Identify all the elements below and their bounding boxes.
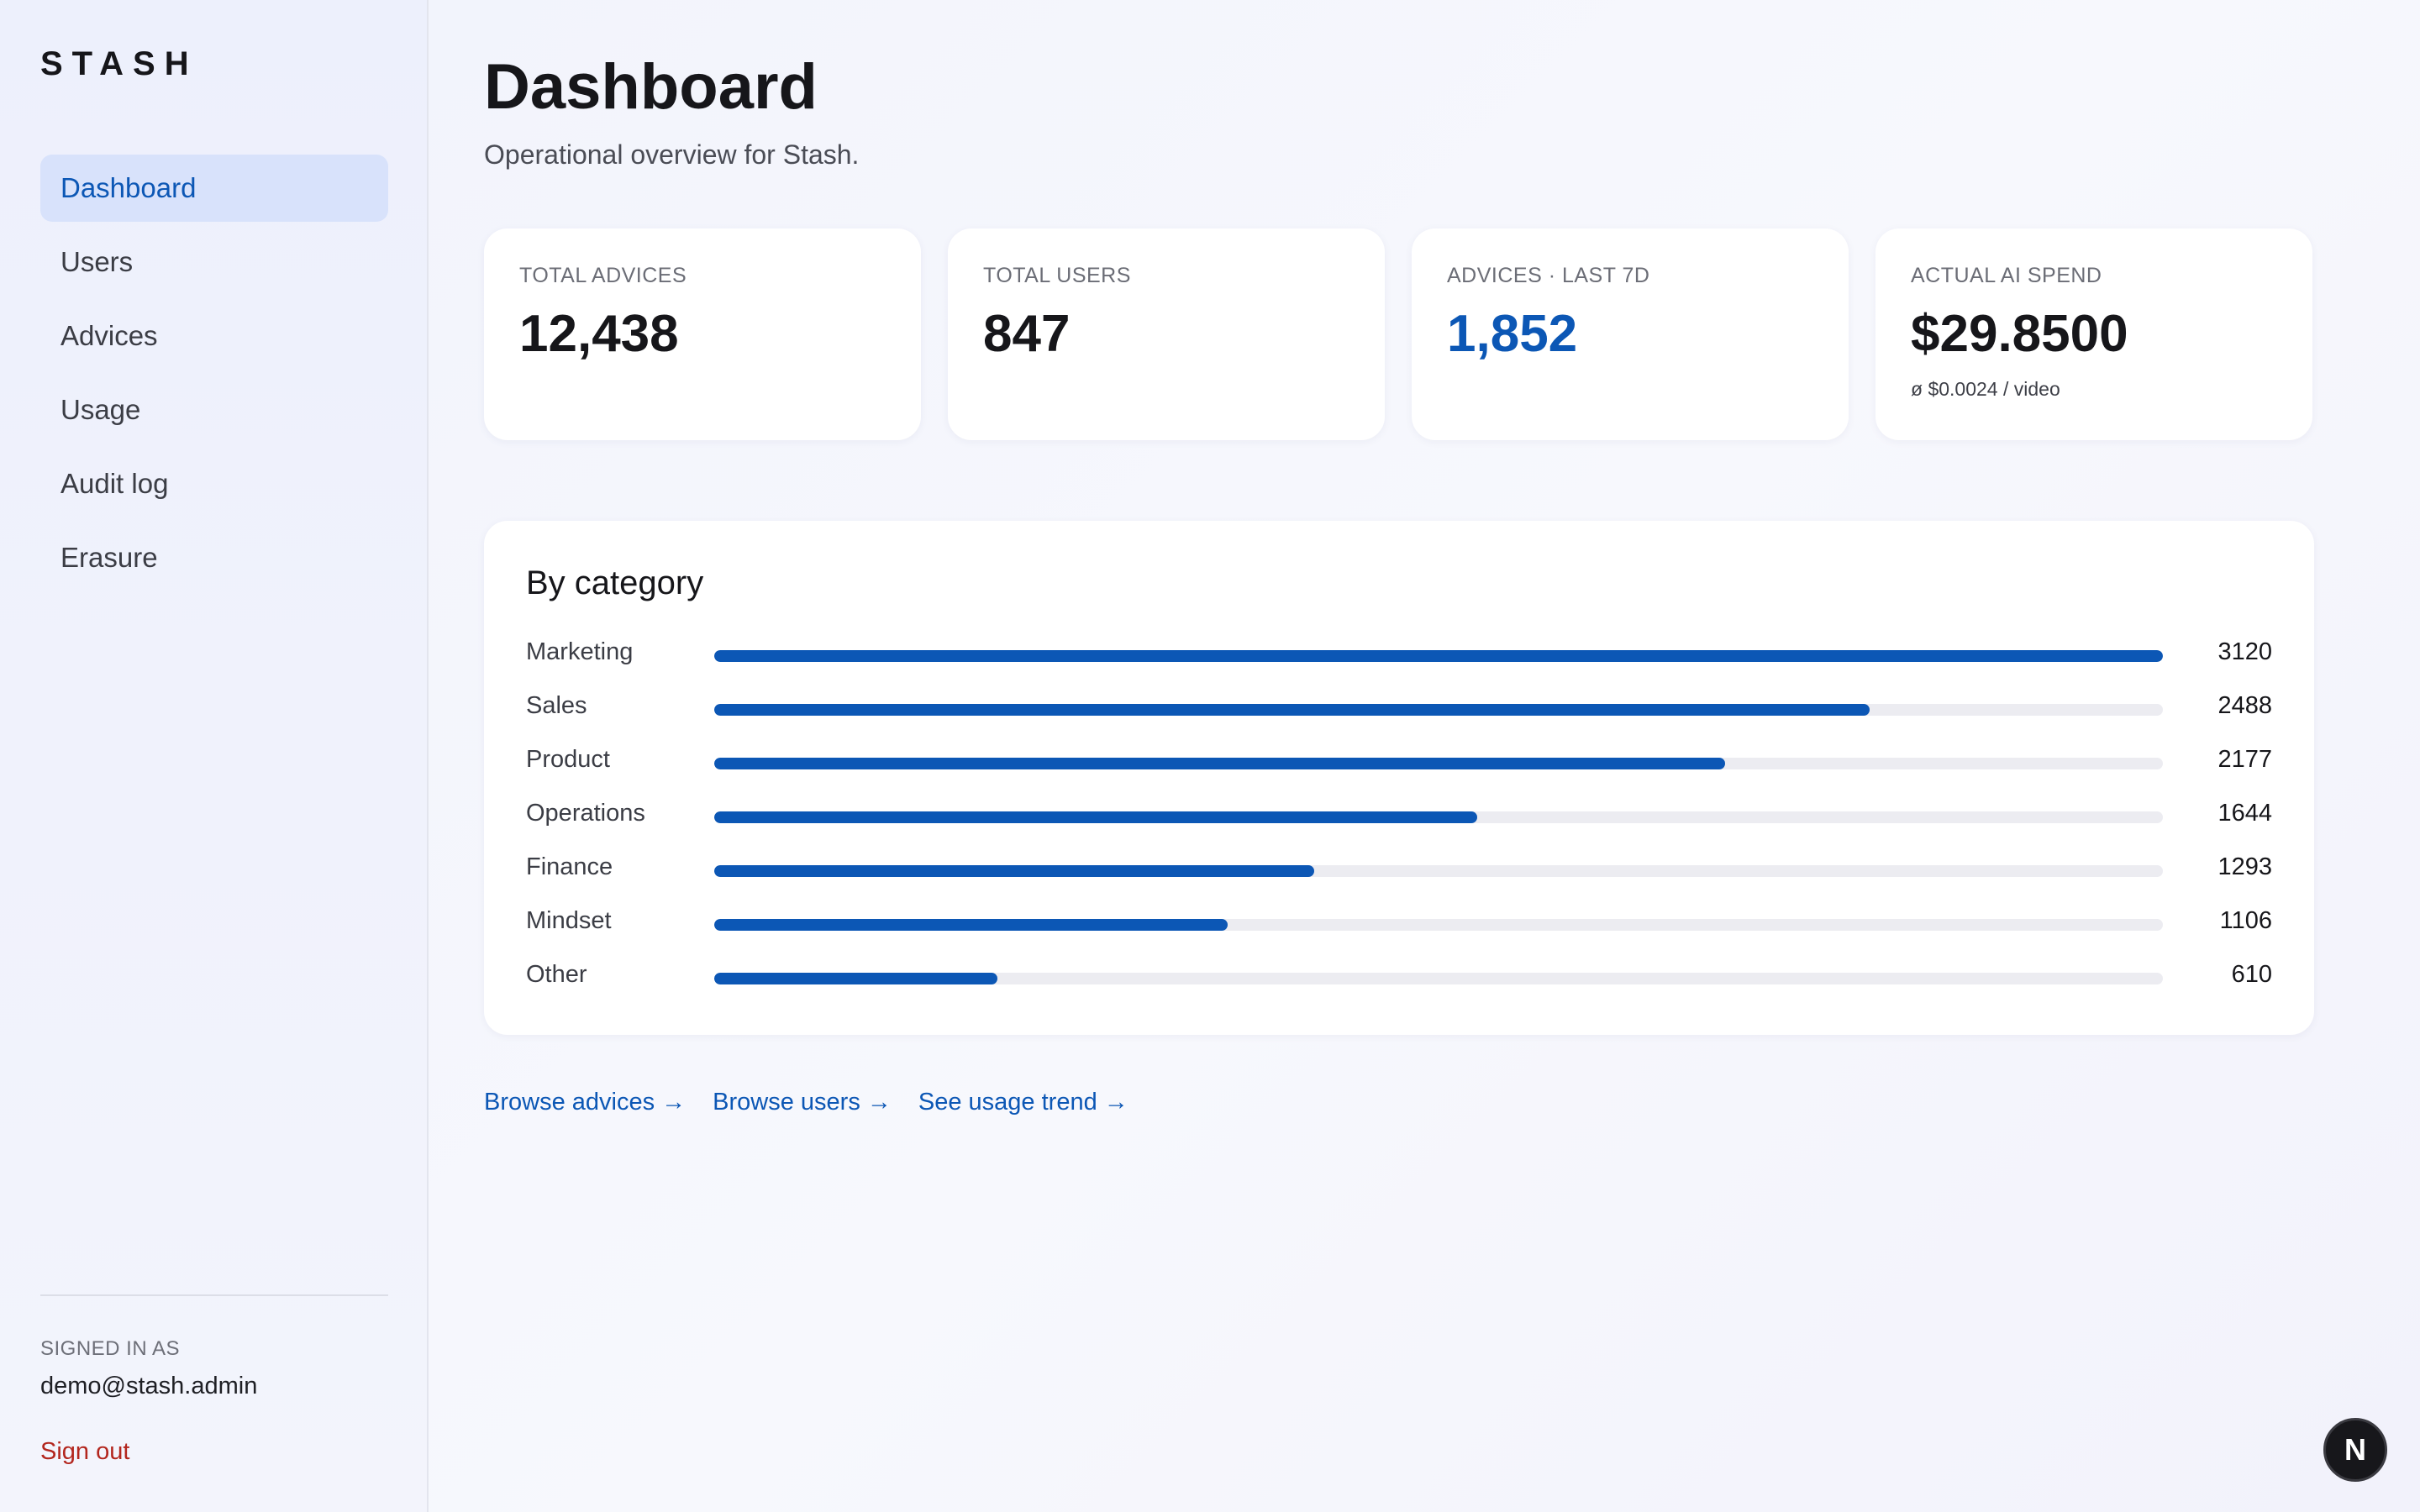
- kpi-row: TOTAL ADVICES 12,438 TOTAL USERS 847 ADV…: [484, 228, 2314, 440]
- sidebar-nav: Dashboard Users Advices Usage Audit log …: [40, 155, 388, 598]
- signed-in-label: SIGNED IN AS: [40, 1337, 181, 1360]
- category-bar-track: [714, 919, 2163, 931]
- category-row: Other 610: [526, 953, 2272, 1006]
- category-row: Finance 1293: [526, 845, 2272, 899]
- browse-users-link[interactable]: Browse users →: [713, 1089, 892, 1116]
- category-row: Sales 2488: [526, 684, 2272, 738]
- see-usage-trend-link[interactable]: See usage trend →: [918, 1089, 1128, 1116]
- category-bar-fill: [714, 919, 1228, 931]
- signed-in-email: demo@stash.admin: [40, 1373, 258, 1399]
- category-value: 1106: [2219, 907, 2272, 934]
- category-value: 1644: [2217, 800, 2272, 827]
- category-bar-track: [714, 865, 2163, 877]
- category-name: Sales: [526, 692, 587, 719]
- brand-logo[interactable]: STASH: [40, 45, 198, 82]
- category-title: By category: [526, 564, 704, 601]
- nav-audit-log[interactable]: Audit log: [60, 468, 169, 499]
- kpi-label: ADVICES · LAST 7D: [1447, 264, 1650, 287]
- sidebar: STASH Dashboard Users Advices Usage Audi…: [0, 0, 429, 1512]
- category-value: 610: [2231, 961, 2272, 988]
- nav-usage[interactable]: Usage: [60, 394, 141, 425]
- page-subtitle: Operational overview for Stash.: [484, 139, 860, 170]
- kpi-card-total-users: TOTAL USERS 847: [948, 228, 1385, 440]
- category-bar-track: [714, 704, 2163, 716]
- category-name: Marketing: [526, 638, 634, 665]
- category-name: Mindset: [526, 907, 612, 934]
- kpi-label: ACTUAL AI SPEND: [1911, 264, 2102, 287]
- category-bar-fill: [714, 865, 1315, 877]
- category-bar-fill: [714, 811, 1478, 823]
- category-bar-track: [714, 758, 2163, 769]
- category-bar-track: [714, 811, 2163, 823]
- quick-links: Browse advices → Browse users → See usag…: [484, 1089, 1128, 1116]
- category-name: Finance: [526, 853, 613, 880]
- category-value: 2177: [2217, 746, 2272, 773]
- category-value: 1293: [2217, 853, 2272, 880]
- kpi-value: 847: [983, 305, 1071, 363]
- category-value: 3120: [2217, 638, 2272, 665]
- kpi-note: ø $0.0024 / video: [1911, 378, 2060, 400]
- sidebar-divider: [40, 1294, 388, 1296]
- category-bar-track: [714, 973, 2163, 984]
- category-row: Product 2177: [526, 738, 2272, 791]
- page-title: Dashboard: [484, 51, 818, 123]
- category-bar-fill: [714, 704, 1870, 716]
- kpi-value: 1,852: [1447, 305, 1578, 363]
- category-name: Other: [526, 961, 587, 988]
- category-row: Operations 1644: [526, 791, 2272, 845]
- kpi-label: TOTAL USERS: [983, 264, 1131, 287]
- category-row: Marketing 3120: [526, 630, 2272, 684]
- kpi-card-ai-spend: ACTUAL AI SPEND $29.8500 ø $0.0024 / vid…: [1876, 228, 2312, 440]
- nav-erasure[interactable]: Erasure: [60, 542, 158, 573]
- kpi-card-total-advices: TOTAL ADVICES 12,438: [484, 228, 921, 440]
- browse-advices-link[interactable]: Browse advices →: [484, 1089, 687, 1116]
- category-value: 2488: [2217, 692, 2272, 719]
- category-bar-fill: [714, 650, 2163, 662]
- nav-dashboard[interactable]: Dashboard: [40, 155, 388, 222]
- nav-users[interactable]: Users: [60, 246, 134, 277]
- sign-out-link[interactable]: Sign out: [40, 1438, 130, 1465]
- kpi-value: $29.8500: [1911, 305, 2128, 363]
- category-bar-track: [714, 650, 2163, 662]
- category-bar-fill: [714, 758, 1725, 769]
- category-name: Operations: [526, 800, 645, 827]
- category-card: By category Marketing 3120 Sales 2488 Produc…: [484, 521, 2314, 1035]
- category-row: Mindset 1106: [526, 899, 2272, 953]
- kpi-card-advices-last-7d: ADVICES · LAST 7D 1,852: [1412, 228, 1849, 440]
- nav-advices[interactable]: Advices: [60, 320, 158, 351]
- kpi-label: TOTAL ADVICES: [519, 264, 687, 287]
- kpi-value: 12,438: [519, 305, 679, 363]
- category-bar-fill: [714, 973, 998, 984]
- category-list: Marketing 3120 Sales 2488 Product 2177 Operati…: [526, 630, 2272, 1006]
- category-name: Product: [526, 746, 610, 773]
- next-logo-icon[interactable]: N: [2323, 1418, 2387, 1482]
